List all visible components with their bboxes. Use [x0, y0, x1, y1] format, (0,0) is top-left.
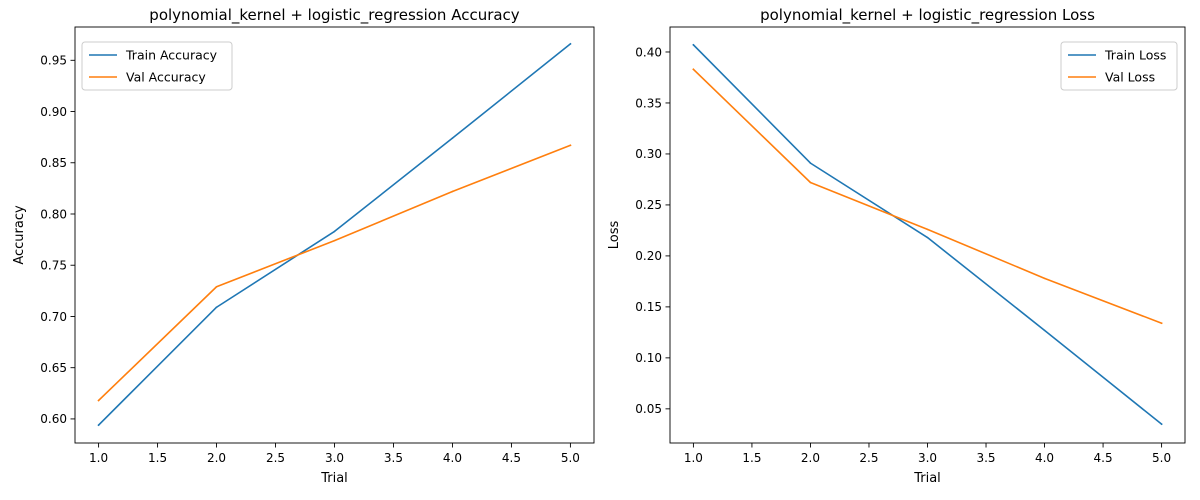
data-point [692, 44, 695, 46]
data-point [1160, 423, 1163, 425]
legend: Train Loss Val Loss [1060, 41, 1178, 91]
x-tick-label: 4.0 [1035, 451, 1054, 465]
data-point [1043, 329, 1046, 332]
y-tick-label: 0.90 [40, 105, 67, 119]
x-tick-label: 1.5 [148, 451, 167, 465]
y-tick-label: 0.05 [635, 402, 662, 416]
x-axis-label: Trial [320, 471, 348, 486]
y-tick-label: 0.65 [40, 361, 67, 375]
y-tick-label: 0.75 [40, 259, 67, 273]
x-tick-label: 1.0 [684, 451, 703, 465]
data-point [333, 230, 336, 233]
x-axis-label: Trial [913, 471, 941, 486]
data-point [809, 162, 812, 164]
chart-title: polynomial_kernel + logistic_regression … [760, 6, 1095, 25]
y-axis-label: Accuracy [12, 205, 27, 265]
x-tick-label: 3.5 [384, 451, 403, 465]
y-tick-label: 0.25 [635, 198, 662, 212]
data-point [451, 137, 454, 139]
y-tick-label: 0.60 [40, 412, 67, 426]
chart-title: polynomial_kernel + logistic_regression … [149, 6, 520, 25]
y-axis-label: Loss [607, 221, 622, 250]
y-tick-label: 0.95 [40, 54, 67, 68]
data-point [97, 399, 100, 402]
x-tick-label: 5.0 [1152, 451, 1171, 465]
legend-label: Val Loss [1105, 70, 1155, 85]
x-tick-label: 3.0 [325, 451, 344, 465]
x-tick-label: 4.5 [1094, 451, 1113, 465]
y-tick-label: 0.20 [635, 249, 662, 263]
x-tick-label: 2.5 [859, 451, 878, 465]
data-point [692, 68, 695, 71]
x-tick-label: 3.5 [976, 451, 995, 465]
x-tick-label: 4.5 [502, 451, 521, 465]
data-point [215, 285, 218, 288]
y-tick-label: 0.15 [635, 300, 662, 314]
data-point [809, 181, 812, 184]
y-tick-label: 0.40 [635, 45, 662, 59]
data-point [569, 144, 572, 147]
data-point [926, 236, 929, 239]
legend-box [81, 41, 233, 91]
legend-label: Val Accuracy [126, 70, 206, 85]
x-tick-label: 2.5 [266, 451, 285, 465]
y-tick-label: 0.70 [40, 310, 67, 324]
x-tick-label: 3.0 [918, 451, 937, 465]
x-tick-label: 1.0 [89, 451, 108, 465]
data-point [215, 306, 218, 309]
series-line-2 [692, 68, 1163, 325]
legend-label: Train Accuracy [125, 48, 218, 63]
series-line-1 [692, 43, 1163, 426]
x-tick-label: 2.0 [801, 451, 820, 465]
series-line-2 [97, 144, 572, 402]
legend: Train Accuracy Val Accuracy [81, 41, 233, 91]
chart-panel-1: polynomial_kernel + logistic_regression … [12, 6, 595, 486]
data-point [97, 424, 100, 426]
data-point [1160, 322, 1163, 324]
data-point [569, 43, 572, 45]
data-point [333, 239, 336, 242]
chart-panel-2: polynomial_kernel + logistic_regression … [607, 6, 1186, 486]
x-tick-label: 2.0 [207, 451, 226, 465]
data-point [451, 190, 454, 193]
data-point [926, 228, 929, 231]
x-tick-label: 4.0 [443, 451, 462, 465]
legend-box [1060, 41, 1178, 91]
series-line-1 [97, 42, 572, 427]
y-tick-label: 0.10 [635, 351, 662, 365]
y-tick-label: 0.35 [635, 96, 662, 110]
y-tick-label: 0.30 [635, 147, 662, 161]
legend-label: Train Loss [1104, 48, 1166, 63]
y-tick-label: 0.85 [40, 156, 67, 170]
y-tick-label: 0.80 [40, 207, 67, 221]
data-point [1043, 277, 1046, 280]
x-tick-label: 5.0 [561, 451, 580, 465]
x-tick-label: 1.5 [742, 451, 761, 465]
